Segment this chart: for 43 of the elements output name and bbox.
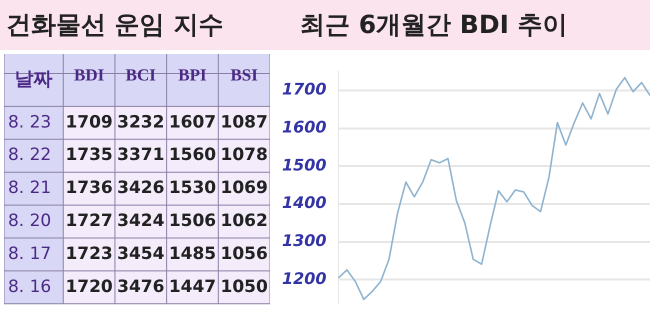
y-tick-label: 8. 17 [8, 244, 52, 264]
y-tick-label: 1400 [282, 193, 327, 212]
data-label: 1056 [220, 244, 268, 264]
data-label: 1062 [220, 210, 268, 231]
y-tick-label: 1600 [282, 118, 327, 137]
chart-title: 건화물선 운임 지수 [6, 9, 224, 41]
data-label: 1709 [65, 112, 113, 132]
data-label: 1506 [168, 210, 216, 231]
y-tick-label: 8. 22 [8, 145, 52, 166]
x-tick-label: BPI [178, 66, 208, 85]
y-axis-title: 날짜 [14, 68, 53, 90]
data-label: 3454 [117, 244, 165, 264]
data-label: 1607 [168, 112, 216, 132]
data-label: 1447 [168, 276, 216, 297]
data-label: 3426 [117, 178, 164, 198]
y-tick-label: 1500 [282, 155, 327, 174]
data-label: 1720 [65, 276, 113, 297]
data-label: 1087 [220, 112, 268, 132]
y-tick-label: 8. 23 [8, 112, 52, 132]
data-label: 3424 [117, 210, 165, 231]
x-tick-label: BCI [126, 66, 156, 85]
data-label: 1078 [220, 145, 268, 166]
data-label: 1727 [65, 210, 113, 231]
chart-title: 최근 6개월간 BDI 추이 [300, 9, 568, 41]
x-tick-label: BDI [74, 66, 105, 85]
data-label: 1069 [220, 178, 268, 198]
data-label: 3476 [117, 276, 164, 297]
y-tick-label: 1700 [282, 80, 327, 99]
data-label: 1530 [168, 178, 216, 198]
data-label: 1723 [65, 244, 113, 264]
data-label: 3232 [117, 112, 164, 132]
data-label: 3371 [117, 145, 164, 166]
data-label: 1485 [168, 244, 216, 264]
data-label: 1560 [168, 145, 216, 166]
data-label: 1050 [220, 276, 268, 297]
x-tick-label: BSI [230, 66, 258, 85]
y-tick-label: 8. 21 [8, 178, 52, 198]
y-tick-label: 8. 16 [8, 276, 52, 297]
y-tick-label: 1200 [282, 268, 327, 288]
data-label: 1735 [65, 145, 113, 166]
y-tick-label: 1300 [282, 231, 327, 250]
data-label: 1736 [65, 178, 113, 198]
y-tick-label: 8. 20 [8, 210, 52, 231]
